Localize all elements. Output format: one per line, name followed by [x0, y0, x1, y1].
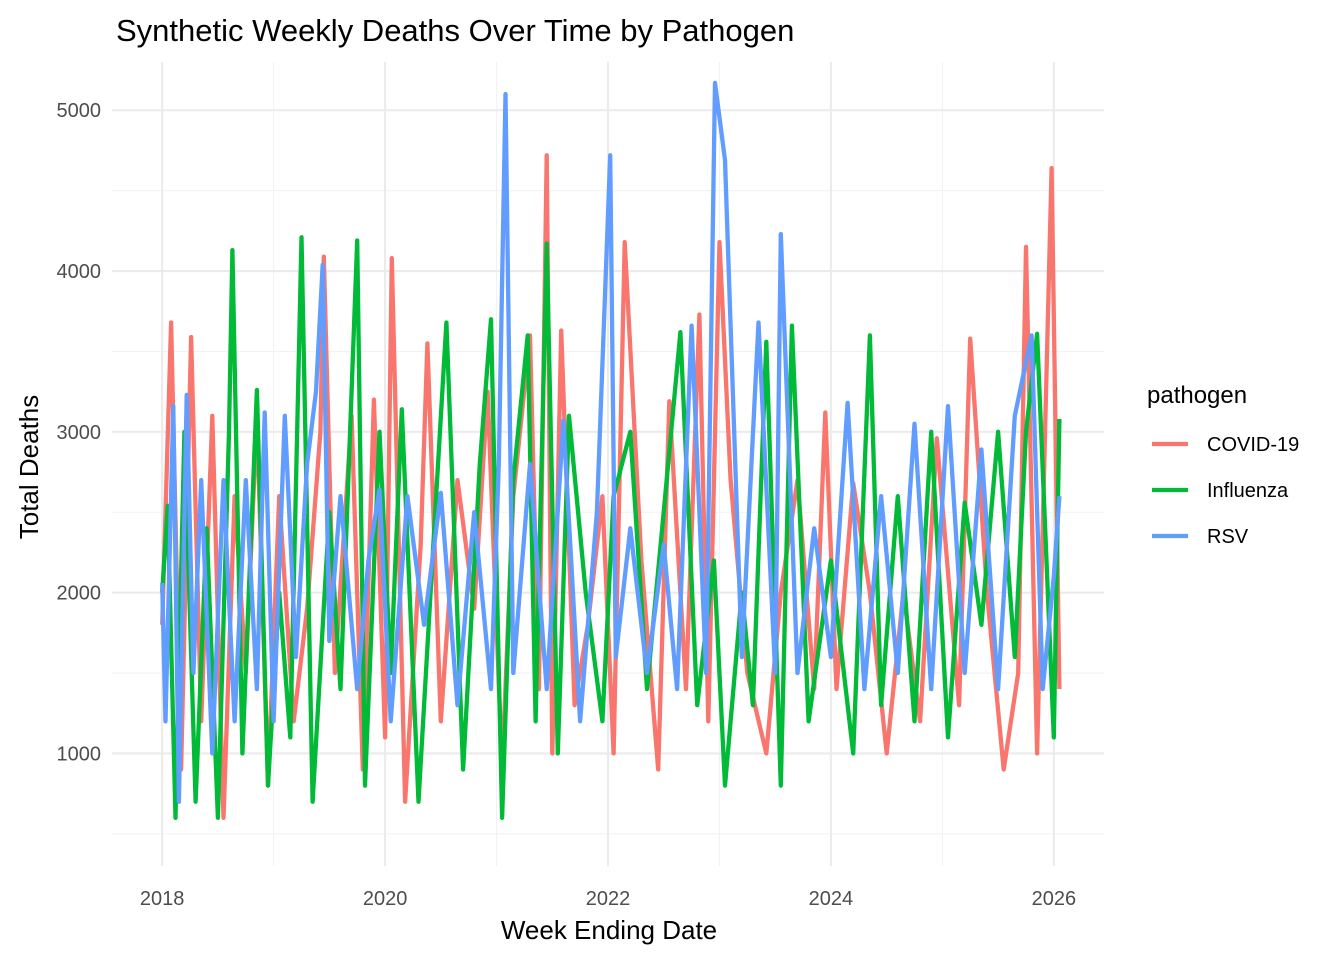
series-line-rsv — [160, 80, 1062, 804]
series-line-influenza — [160, 235, 1062, 820]
series-lines — [160, 80, 1062, 820]
x-tick-label: 2018 — [140, 888, 185, 910]
y-axis-ticks: 1000 2000 3000 4000 5000 — [57, 100, 102, 765]
y-tick-label: 4000 — [57, 261, 102, 283]
legend-label-rsv: RSV — [1207, 526, 1249, 548]
legend: pathogen COVID-19 Influenza RSV — [1147, 382, 1299, 548]
x-axis-ticks: 2018 2020 2022 2024 2026 — [140, 888, 1076, 910]
x-tick-label: 2020 — [363, 888, 408, 910]
y-tick-label: 3000 — [57, 422, 102, 444]
legend-label-influenza: Influenza — [1207, 480, 1289, 502]
x-tick-label: 2022 — [586, 888, 631, 910]
x-axis-title: Week Ending Date — [501, 915, 717, 945]
y-tick-label: 1000 — [57, 743, 102, 765]
y-tick-label: 2000 — [57, 583, 102, 605]
legend-label-covid-19: COVID-19 — [1207, 434, 1299, 456]
x-tick-label: 2024 — [809, 888, 854, 910]
legend-title: pathogen — [1147, 382, 1247, 409]
y-tick-label: 5000 — [57, 100, 102, 122]
series-line-covid-19 — [160, 153, 1062, 820]
x-tick-label: 2026 — [1032, 888, 1077, 910]
y-axis-title: Total Deaths — [14, 395, 44, 540]
chart-title: Synthetic Weekly Deaths Over Time by Pat… — [116, 13, 794, 48]
